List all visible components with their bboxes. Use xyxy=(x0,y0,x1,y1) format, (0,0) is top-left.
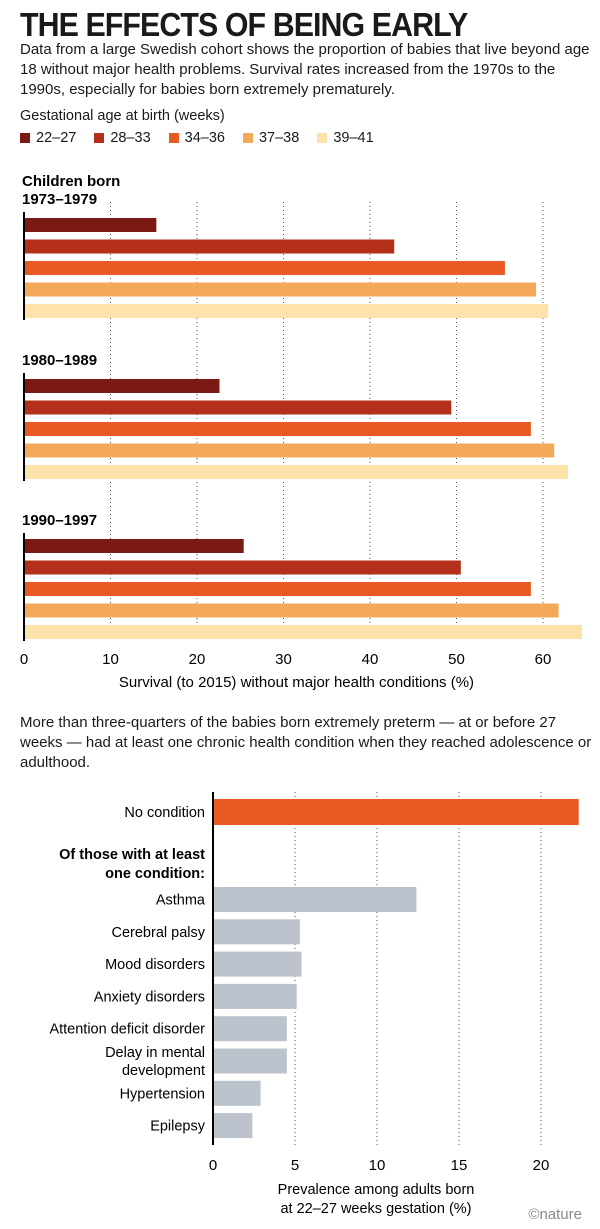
x-tick-label: 50 xyxy=(448,651,465,668)
category-label: No condition xyxy=(124,805,205,821)
x-axis-label: Survival (to 2015) without major health … xyxy=(119,674,474,691)
x-tick-label: 10 xyxy=(102,651,119,668)
x-axis-label: Prevalence among adults born xyxy=(278,1182,475,1198)
x-tick-label: 15 xyxy=(451,1157,468,1174)
legend-swatch xyxy=(317,133,328,143)
category-label: Epilepsy xyxy=(150,1119,206,1135)
group-label: Children born xyxy=(22,173,120,190)
group-label: 1980–1989 xyxy=(22,352,97,369)
legend-item: 22–27 xyxy=(20,130,76,146)
nature-logo: ©nature xyxy=(528,1206,582,1223)
legend: 22–27 28–33 34–36 37–38 39–41 xyxy=(20,130,374,146)
page-title: THE EFFECTS OF BEING EARLY xyxy=(20,6,468,43)
x-tick-label: 5 xyxy=(291,1157,299,1174)
category-label: Asthma xyxy=(156,893,206,909)
bar xyxy=(25,379,220,393)
category-label: Anxiety disorders xyxy=(94,989,205,1005)
bar-no-condition xyxy=(214,799,579,825)
legend-swatch xyxy=(94,133,105,143)
group-label: 1973–1979 xyxy=(22,191,97,208)
bar xyxy=(214,983,297,1009)
bar xyxy=(214,1113,253,1139)
bar xyxy=(25,261,505,275)
category-label: Delay in mental xyxy=(105,1045,205,1061)
x-tick-label: 30 xyxy=(275,651,292,668)
legend-label: 37–38 xyxy=(258,130,300,146)
group-label: 1990–1997 xyxy=(22,512,97,529)
bar xyxy=(214,951,302,977)
intro-text: Data from a large Swedish cohort shows t… xyxy=(20,41,590,98)
bar xyxy=(25,560,461,575)
category-label: Cerebral palsy xyxy=(112,925,206,941)
conditions-chart: No condition Of those with at least one co… xyxy=(49,792,579,1217)
bar xyxy=(25,400,452,415)
bar xyxy=(25,239,395,254)
category-label: Hypertension xyxy=(120,1086,205,1102)
bar xyxy=(214,1048,287,1074)
category-label: development xyxy=(122,1063,205,1079)
x-tick-label: 40 xyxy=(362,651,379,668)
category-label: Attention deficit disorder xyxy=(49,1022,205,1038)
legend-label: 22–27 xyxy=(36,130,77,146)
legend-swatch xyxy=(168,133,179,143)
bar xyxy=(25,539,244,553)
bar xyxy=(25,465,569,479)
bar xyxy=(25,443,555,458)
x-tick-label: 0 xyxy=(20,651,28,668)
legend-label: 34–36 xyxy=(184,130,225,146)
bar xyxy=(25,282,537,297)
legend-item: 28–33 xyxy=(94,130,151,146)
x-tick-label: 20 xyxy=(533,1157,550,1174)
bar xyxy=(214,887,417,912)
x-tick-label: 20 xyxy=(189,651,206,668)
x-tick-label: 60 xyxy=(535,651,552,668)
category-label: Mood disorders xyxy=(105,957,205,973)
x-axis-label: at 22–27 weeks gestation (%) xyxy=(280,1201,471,1217)
legend-swatch xyxy=(242,133,253,143)
bar xyxy=(25,582,531,596)
bar xyxy=(214,919,300,945)
section2-intro-text: More than three-quarters of the babies b… xyxy=(20,714,592,771)
legend-label: 28–33 xyxy=(110,130,151,146)
legend-title: Gestational age at birth (weeks) xyxy=(20,108,225,124)
bar xyxy=(214,1080,261,1106)
subheading: Of those with at least xyxy=(59,847,205,863)
legend-label: 39–41 xyxy=(333,130,374,146)
bar xyxy=(25,422,531,436)
bar xyxy=(25,218,157,232)
legend-item: 34–36 xyxy=(168,130,225,146)
legend-swatch xyxy=(20,133,30,143)
bar xyxy=(25,625,582,639)
x-tick-label: 0 xyxy=(209,1157,217,1174)
subheading: one condition: xyxy=(105,866,205,882)
bar xyxy=(25,304,549,318)
bar xyxy=(25,603,559,618)
x-tick-label: 10 xyxy=(369,1157,386,1174)
bar xyxy=(214,1016,287,1042)
legend-item: 39–41 xyxy=(317,130,374,146)
legend-item: 37–38 xyxy=(242,130,300,146)
